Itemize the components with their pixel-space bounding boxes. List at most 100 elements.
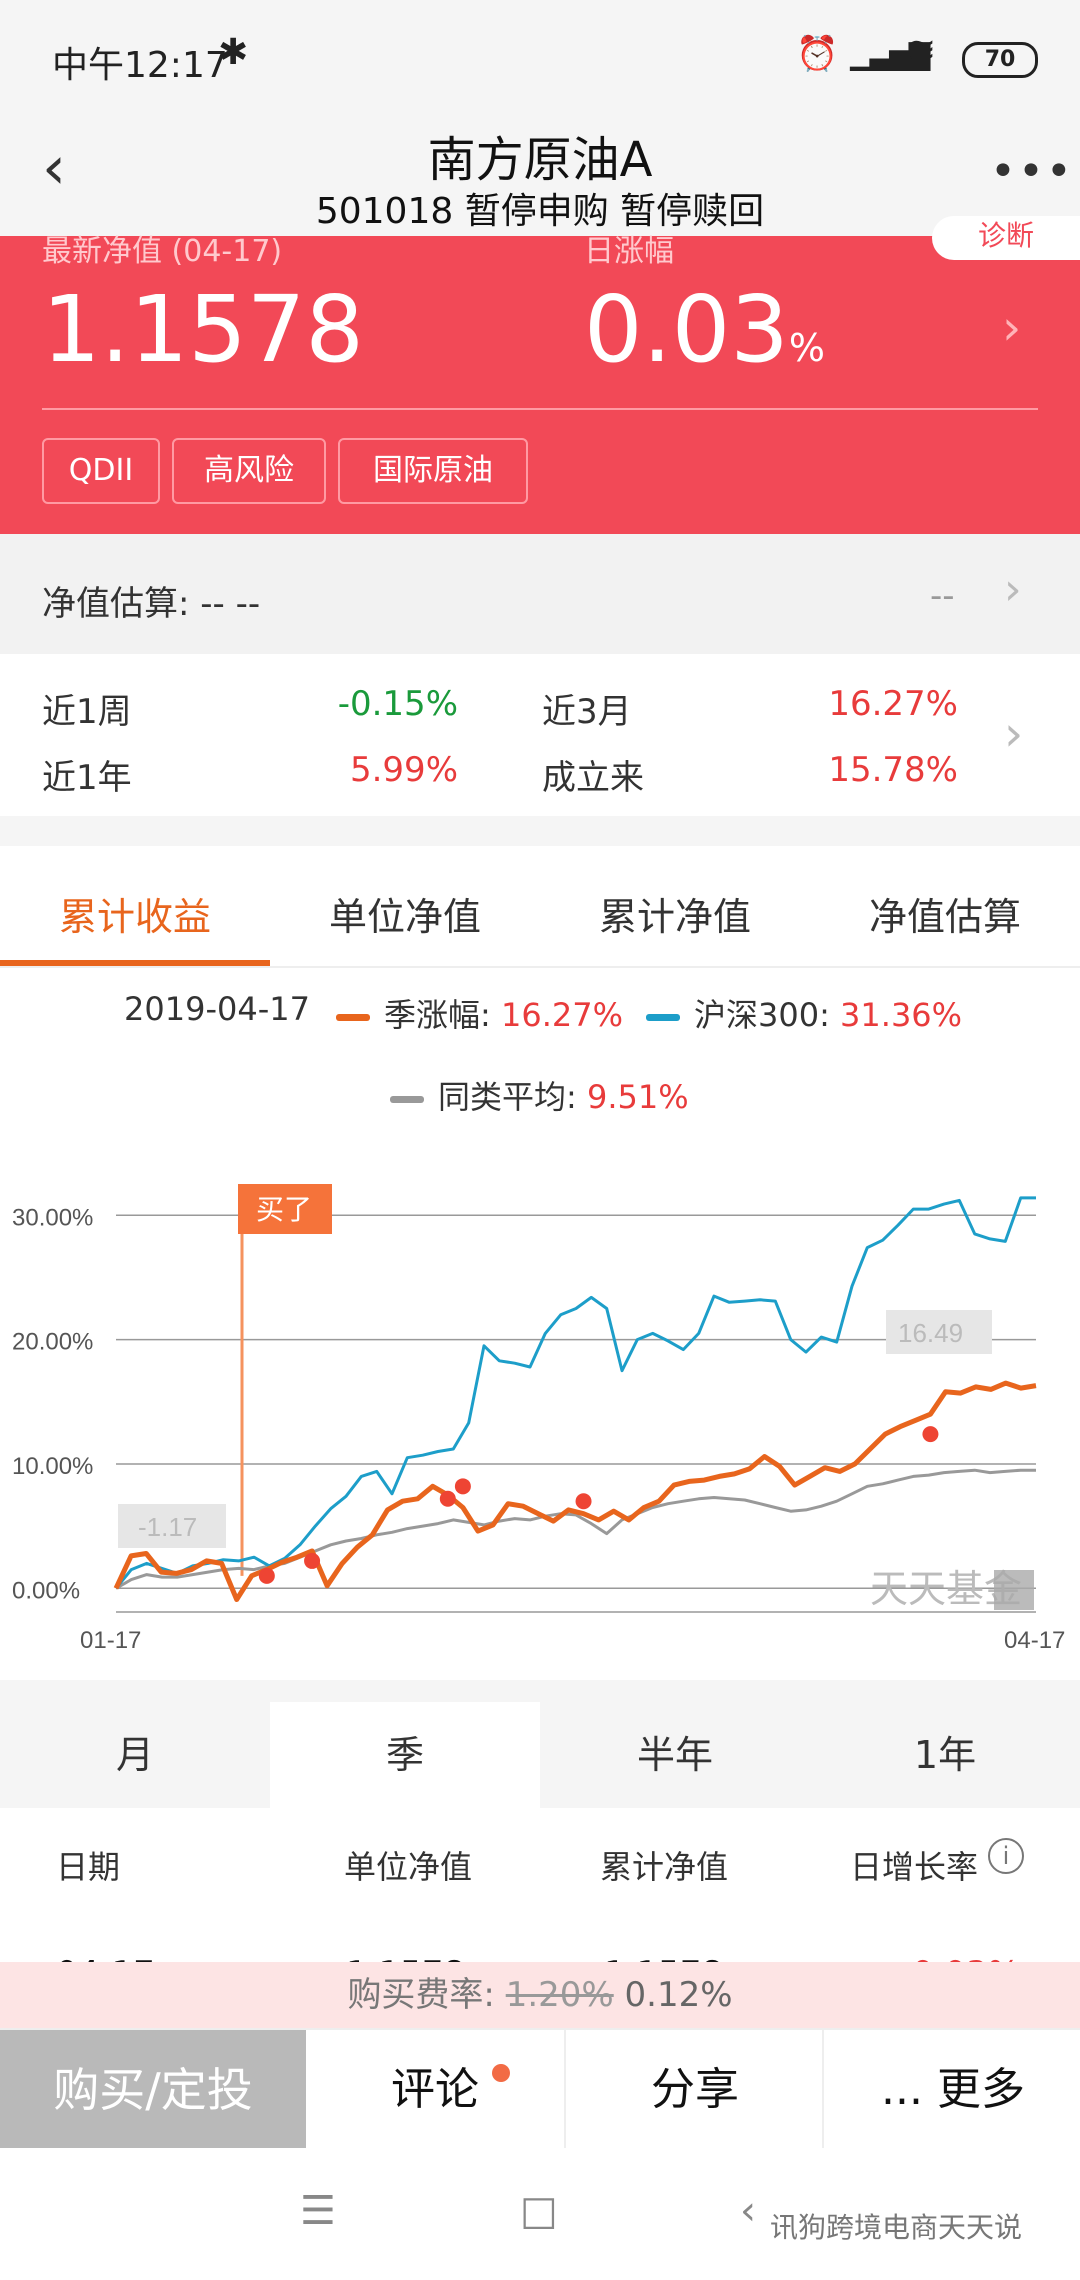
legend-series-2-value: 31.36%	[840, 996, 963, 1034]
diagnose-button[interactable]: 诊断	[932, 216, 1080, 260]
buy-point	[439, 1490, 456, 1507]
tab-underline	[0, 960, 270, 966]
nav-label: 最新净值 (04-17)	[42, 234, 283, 269]
back-nav-icon[interactable]: ‹	[740, 2188, 756, 2234]
period-month[interactable]: 月	[115, 1733, 154, 1777]
buy-point	[258, 1567, 275, 1584]
buy-point	[454, 1478, 471, 1495]
notification-dot	[492, 2064, 510, 2082]
system-nav-bar: ☰ □ ‹ 讯狗跨境电商天天说	[0, 2148, 1080, 2280]
info-icon[interactable]: i	[988, 1838, 1024, 1874]
buy-button[interactable]: 购买/定投	[0, 2030, 306, 2150]
tab-cumulative-nav[interactable]: 累计净值	[598, 895, 751, 939]
period-tabs: 月 季 半年 1年	[0, 1702, 1080, 1808]
fullscreen-icon	[994, 1570, 1034, 1610]
buy-marker-label: 买了	[256, 1193, 312, 1226]
tag-qdii[interactable]: QDII	[42, 438, 160, 504]
estimate-label: 净值估算: -- --	[42, 584, 261, 624]
return-label-3m: 近3月	[542, 692, 632, 732]
return-chart[interactable]: 30.00% 20.00% 10.00% 0.00% 01-17 04-17 买了 -1.17…	[0, 1118, 1080, 1680]
more-icon[interactable]: •••	[990, 146, 1074, 197]
watermark: 讯狗跨境电商天天说	[770, 2211, 1023, 2244]
tag-high-risk[interactable]: 高风险	[172, 438, 326, 504]
change-number: 0.03	[584, 276, 789, 383]
header-date: 日期	[56, 1848, 121, 1886]
banner-divider	[42, 408, 1038, 410]
purchase-fee-bar: 购买费率: 1.20% 0.12%	[0, 1962, 1080, 2028]
x-tick-label: 01-17	[80, 1627, 141, 1654]
home-icon[interactable]: □	[520, 2188, 558, 2234]
end-callout-label: 16.49	[898, 1318, 963, 1348]
more-button[interactable]: ... 更多	[822, 2030, 1080, 2150]
period-half-year[interactable]: 半年	[636, 1733, 713, 1777]
alarm-icon: ⏰	[796, 34, 839, 74]
legend-series-3-label: 同类平均:	[438, 1078, 587, 1116]
fee-old: 1.20%	[505, 1975, 614, 2015]
x-tick-label: 04-17	[1004, 1627, 1065, 1654]
y-tick-label: 10.00%	[12, 1453, 93, 1480]
share-button[interactable]: 分享	[564, 2030, 824, 2150]
signal-icon: ▁▃▅▇	[850, 38, 930, 71]
buy-point	[575, 1493, 592, 1510]
status-bar: 中午12:17 ✱ ⏰ ▁▃▅▇ ≋ 70	[0, 0, 1080, 118]
estimate-row[interactable]: 净值估算: -- -- -- ›	[0, 534, 1080, 654]
chevron-right-icon: ›	[1004, 564, 1022, 615]
estimate-value: --	[930, 576, 955, 616]
y-tick-label: 20.00%	[12, 1329, 93, 1356]
legend-date: 2019-04-17	[124, 990, 310, 1028]
tag-crude-oil[interactable]: 国际原油	[338, 438, 528, 504]
change-value: 0.03%	[584, 276, 825, 383]
tab-cumulative-return[interactable]: 累计收益	[58, 895, 211, 939]
legend-series-1-label: 季涨幅:	[384, 996, 501, 1034]
header-daily-growth: 日增长率	[850, 1848, 979, 1886]
fee-new: 0.12%	[613, 1975, 733, 2015]
legend-series-2-label: 沪深300:	[694, 996, 841, 1034]
chevron-right-icon: ›	[1004, 706, 1024, 762]
buy-point	[304, 1552, 321, 1569]
back-icon[interactable]: ‹	[42, 133, 66, 203]
status-time: 中午12:17	[52, 45, 228, 86]
return-label-1y: 近1年	[42, 758, 132, 798]
buy-point	[922, 1426, 939, 1443]
return-label-1w: 近1周	[42, 692, 132, 732]
app-header: 南方原油A 501018 暂停申购 暂停赎回 ‹ •••	[0, 118, 1080, 236]
end-callout-box	[886, 1310, 992, 1354]
returns-panel[interactable]: 近1周 -0.15% 近3月 16.27% 近1年 5.99% 成立来 15.7…	[0, 654, 1080, 816]
start-callout-box	[118, 1504, 226, 1548]
battery-icon: 70	[962, 42, 1038, 78]
wifi-icon: ≋	[906, 30, 937, 71]
buy-marker-box	[238, 1184, 332, 1234]
legend-series-1: 季涨幅: 16.27%	[336, 990, 623, 1036]
return-value-3m: 16.27%	[828, 684, 958, 724]
tab-nav-estimate[interactable]: 净值估算	[868, 895, 1021, 939]
fund-subtitle: 501018 暂停申购 暂停赎回	[315, 191, 765, 232]
change-unit: %	[788, 326, 825, 370]
return-label-inception: 成立来	[542, 758, 644, 798]
chart-svg: 30.00% 20.00% 10.00% 0.00%01-17 04-17 买了 -1.17…	[12, 1184, 1065, 1654]
legend-series-3-value: 9.51%	[586, 1078, 689, 1116]
legend-series-3: 同类平均: 9.51%	[390, 1072, 689, 1118]
period-quarter[interactable]: 季	[270, 1702, 540, 1808]
nav-banner: 最新净值 (04-17) 日涨幅 诊断 1.1578 0.03% › QDII …	[0, 216, 1080, 534]
legend-series-1-value: 16.27%	[500, 996, 623, 1034]
tab-unit-nav[interactable]: 单位净值	[328, 895, 481, 939]
chart-tabs: 累计收益 单位净值 累计净值 净值估算	[0, 846, 1080, 968]
fee-label: 购买费率:	[347, 1975, 506, 2015]
period-year[interactable]: 1年	[913, 1733, 977, 1777]
legend-series-2: 沪深300: 31.36%	[646, 990, 962, 1036]
header-cumulative-nav: 累计净值	[600, 1848, 729, 1886]
chevron-right-icon[interactable]: ›	[1002, 300, 1022, 356]
table-header: 日期 单位净值 累计净值 日增长率 i	[0, 1808, 1080, 1914]
return-value-1y: 5.99%	[349, 750, 458, 790]
bluetooth-icon: ✱	[218, 32, 249, 73]
start-callout-label: -1.17	[138, 1512, 197, 1542]
return-value-inception: 15.78%	[828, 750, 958, 790]
nav-value: 1.1578	[42, 276, 364, 383]
y-tick-label: 30.00%	[12, 1204, 93, 1231]
menu-icon[interactable]: ☰	[300, 2188, 336, 2234]
chart-legend: 2019-04-17 季涨幅: 16.27% 沪深300: 31.36% 同类平…	[0, 968, 1080, 1118]
action-bar: 购买/定投 评论 分享 ... 更多	[0, 2028, 1080, 2150]
fund-title: 南方原油A	[427, 132, 653, 188]
comment-button[interactable]: 评论	[391, 2064, 479, 2115]
change-label: 日涨幅	[584, 234, 674, 269]
